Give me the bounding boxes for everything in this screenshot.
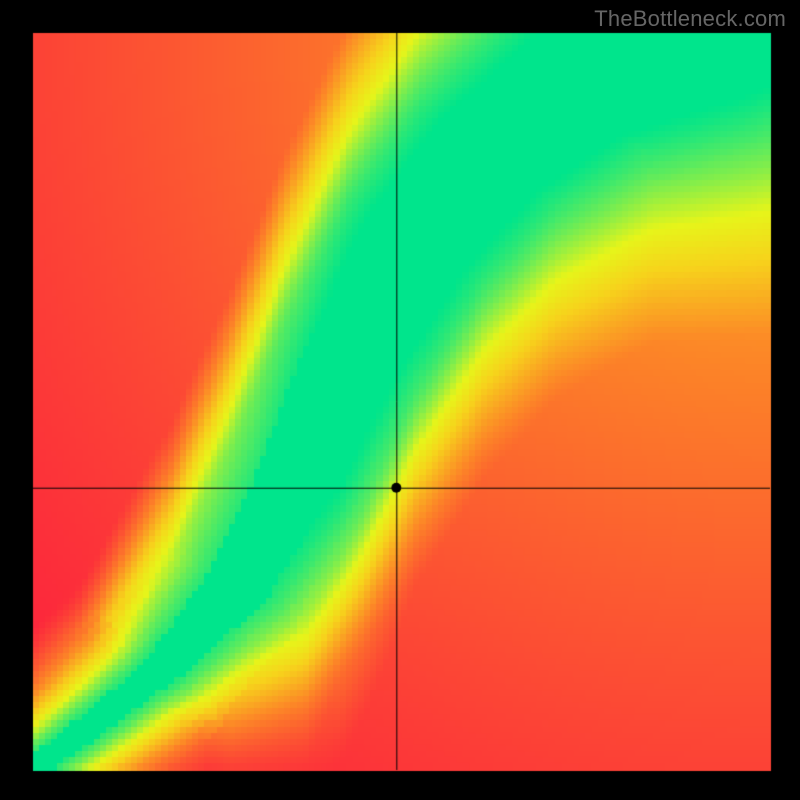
- watermark-text: TheBottleneck.com: [594, 6, 786, 32]
- bottleneck-heatmap: [0, 0, 800, 800]
